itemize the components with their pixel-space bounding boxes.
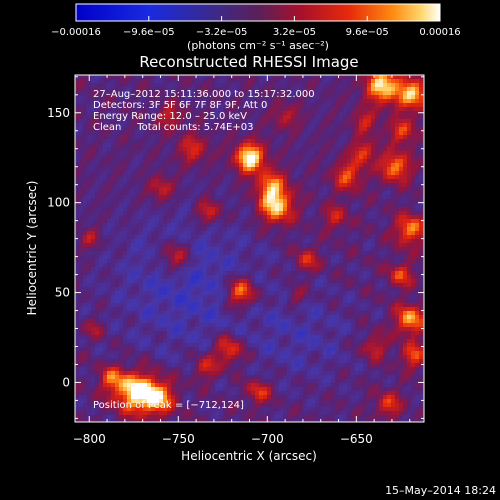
colorbar-tick-label: 9.6e−05	[346, 27, 389, 38]
colorbar-tick-labels: −0.00016 −9.6e−05 −3.2e−05 3.2e−05 9.6e−05 0.…	[51, 27, 461, 38]
x-tick-label: −650	[340, 432, 373, 446]
x-axis-label: Heliocentric X (arcsec)	[181, 449, 317, 463]
colorbar-tick-label: −0.00016	[51, 27, 101, 38]
axis-ticks	[75, 75, 424, 422]
x-tick-label: −800	[73, 432, 106, 446]
annotation-energy-range: Energy Range: 12.0 – 25.0 keV	[93, 111, 247, 122]
colorbar-tick-label: −9.6e−05	[123, 27, 175, 38]
colorbar-unit-label: (photons cm⁻² s⁻¹ asec⁻²)	[187, 39, 329, 52]
colorbar	[75, 3, 441, 22]
x-tick-label: −700	[251, 432, 284, 446]
peak-position-label: Position of Peak = [−712,124]	[93, 400, 244, 411]
annotation-clean-counts: Clean Total counts: 5.74E+03	[93, 122, 253, 133]
heatmap-image	[75, 75, 424, 422]
annotation-block: 27–Aug–2012 15:11:36.000 to 15:17:32.000…	[93, 89, 315, 133]
y-tick-labels: 0 50 100 150	[47, 106, 70, 390]
chart-title: Reconstructed RHESSI Image	[139, 53, 358, 71]
y-tick-label: 50	[55, 286, 70, 300]
x-tick-labels: −800 −750 −700 −650	[73, 432, 373, 446]
y-tick-label: 150	[47, 106, 70, 120]
annotation-detectors: Detectors: 3F 5F 6F 7F 8F 9F, Att 0	[93, 100, 267, 111]
y-tick-label: 100	[47, 196, 70, 210]
y-tick-label: 0	[62, 375, 70, 389]
colorbar-tick-label: 0.00016	[419, 27, 460, 38]
annotation-time-range: 27–Aug–2012 15:11:36.000 to 15:17:32.000	[93, 89, 315, 100]
y-axis-label: Heliocentric Y (arcsec)	[25, 181, 39, 316]
x-tick-label: −750	[162, 432, 195, 446]
footer-date: 15–May–2014 18:24	[385, 484, 496, 497]
colorbar-tick-label: 3.2e−05	[273, 27, 316, 38]
colorbar-ticks	[75, 16, 441, 21]
colorbar-tick-label: −3.2e−05	[196, 27, 248, 38]
